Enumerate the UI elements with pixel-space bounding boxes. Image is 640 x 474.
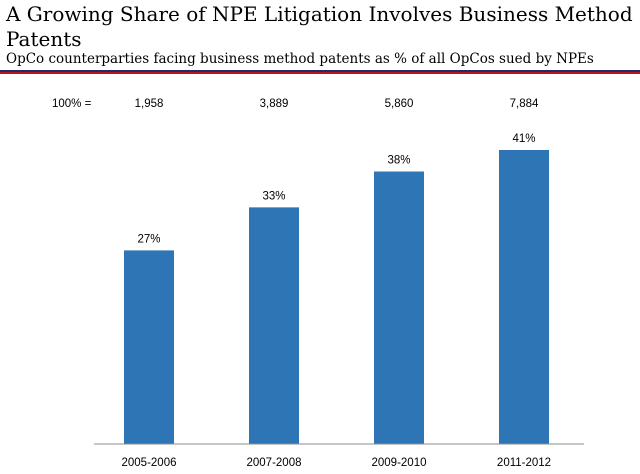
base-value: 1,958 [135, 98, 164, 110]
bar-2009-2010 [374, 171, 424, 444]
value-label: 41% [512, 133, 535, 145]
value-label: 27% [137, 233, 160, 245]
base-value: 5,860 [385, 98, 414, 110]
x-tick-label: 2005-2006 [122, 457, 177, 469]
bar-2011-2012 [499, 150, 549, 444]
base-label: 100% = [52, 98, 92, 110]
bar-2007-2008 [249, 207, 299, 444]
value-label: 38% [387, 155, 410, 167]
x-tick-label: 2009-2010 [372, 457, 427, 469]
bar-2005-2006 [124, 250, 174, 444]
header-rule-navy [0, 70, 640, 72]
x-tick-label: 2007-2008 [247, 457, 302, 469]
chart-title: A Growing Share of NPE Litigation Involv… [6, 2, 633, 51]
base-value: 7,884 [510, 98, 539, 110]
header-rule-red [0, 72, 640, 74]
base-value: 3,889 [260, 98, 289, 110]
chart-subtitle: OpCo counterparties facing business meth… [6, 51, 594, 67]
value-label: 33% [262, 190, 285, 202]
x-tick-label: 2011-2012 [497, 457, 551, 469]
